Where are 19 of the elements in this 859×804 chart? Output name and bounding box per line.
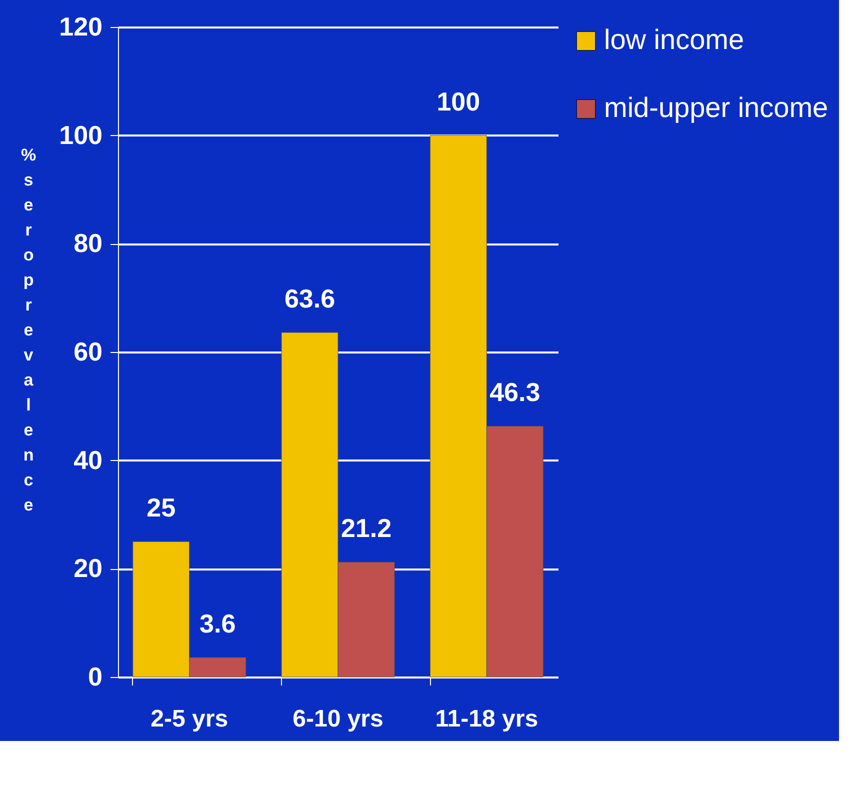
legend-label: mid-upper income (604, 92, 828, 123)
x-tick-label: 11-18 yrs (435, 706, 538, 732)
data-label: 3.6 (200, 608, 236, 638)
y-tick-label: 40 (74, 444, 102, 475)
data-label: 21.2 (340, 513, 392, 544)
data-label: 25 (146, 492, 176, 523)
y-tick-label: 60 (74, 336, 102, 366)
x-tick-label: 6-10 yrs (292, 706, 384, 732)
legend-label: low income (604, 24, 744, 55)
y-tick-label: 0 (88, 662, 102, 692)
x-tick-label: 2-5 yrs (150, 706, 228, 732)
y-tick-label: 100 (59, 120, 102, 150)
y-tick-label: 80 (74, 228, 102, 258)
text: % seroprevalence (20, 146, 36, 514)
data-label: 46.3 (490, 377, 540, 408)
data-label: 100 (436, 86, 480, 116)
data-label: 63.6 (284, 284, 336, 314)
y-tick-label: 120 (59, 12, 102, 42)
y-tick-label: 20 (74, 553, 102, 584)
